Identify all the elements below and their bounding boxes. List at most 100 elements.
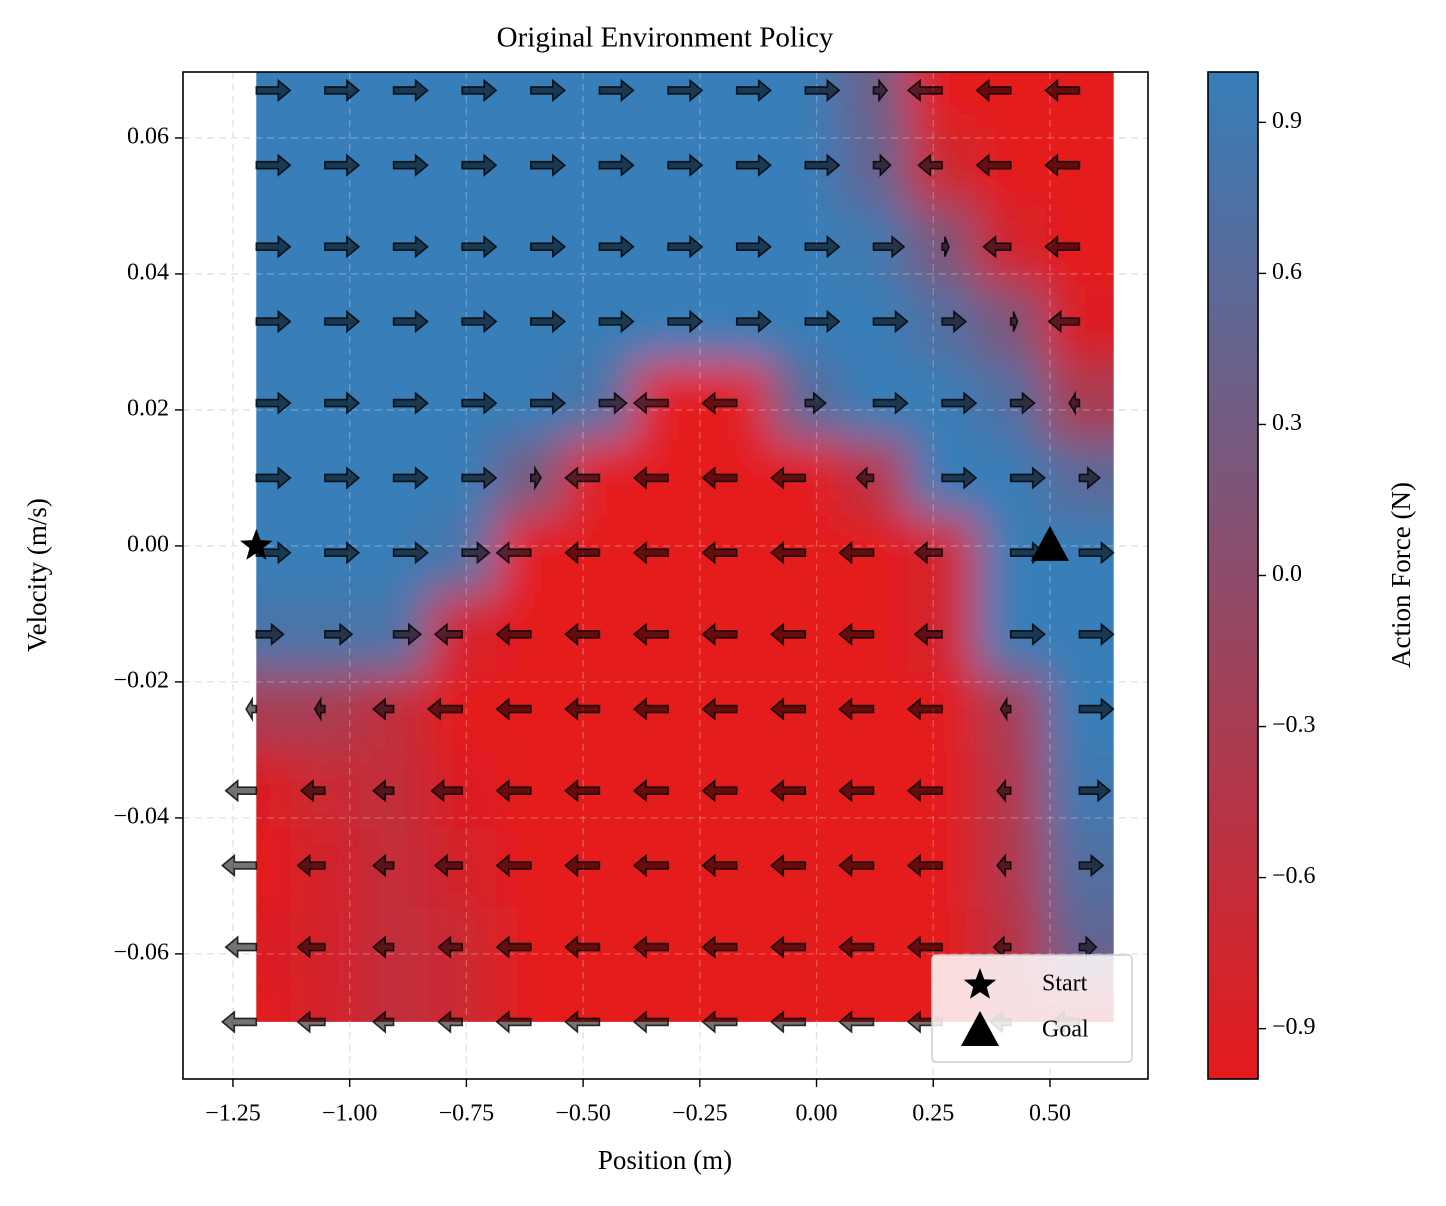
- arrow: [392, 153, 429, 177]
- arrow: [221, 1010, 258, 1034]
- arrow: [296, 853, 326, 878]
- y-axis-label: Velocity (m/s): [22, 498, 52, 652]
- arrow: [495, 1010, 532, 1034]
- arrow: [735, 309, 772, 334]
- contour-cell: [427, 984, 497, 1022]
- arrow: [838, 935, 875, 959]
- arrow: [324, 540, 361, 565]
- arrow: [245, 696, 258, 722]
- arrow: [437, 935, 464, 959]
- arrow: [296, 935, 326, 959]
- arrow: [996, 853, 1012, 878]
- x-tick-label: −0.75: [439, 1101, 495, 1127]
- arrow: [313, 696, 326, 722]
- arrow: [838, 697, 875, 721]
- arrow: [872, 234, 906, 259]
- arrow: [461, 153, 498, 177]
- arrow: [324, 466, 361, 490]
- arrow: [598, 234, 635, 259]
- arrow: [941, 466, 978, 490]
- arrow: [632, 935, 669, 959]
- arrow: [461, 234, 498, 259]
- legend: Start Goal: [931, 954, 1133, 1063]
- contour-cell: [256, 906, 292, 985]
- arrow: [255, 622, 285, 647]
- arrow: [224, 935, 258, 959]
- contour-cell: [359, 984, 429, 1022]
- arrow: [701, 853, 738, 878]
- y-tick-label: 0.00: [127, 531, 169, 557]
- arrow: [872, 78, 889, 103]
- arrow: [804, 78, 841, 103]
- arrow: [804, 309, 841, 334]
- arrow: [1078, 697, 1115, 721]
- arrow: [667, 78, 704, 103]
- y-tick-label: 0.06: [127, 123, 169, 149]
- arrow: [426, 697, 464, 721]
- colorbar: [1207, 71, 1259, 1080]
- arrow: [701, 622, 738, 647]
- arrow: [255, 309, 292, 334]
- colorbar-tick-label: −0.6: [1272, 863, 1316, 889]
- arrow: [598, 153, 635, 177]
- arrow: [299, 778, 326, 803]
- arrow: [529, 465, 542, 491]
- triangle-marker: [961, 1011, 999, 1046]
- arrow: [838, 622, 875, 647]
- arrow: [564, 697, 601, 721]
- arrow: [838, 853, 875, 878]
- arrow: [461, 78, 498, 103]
- arrow: [433, 853, 464, 878]
- colorbar-tick-label: 0.0: [1272, 561, 1302, 587]
- y-tick-label: 0.04: [127, 259, 169, 285]
- arrow: [667, 309, 704, 334]
- arrow: [996, 778, 1012, 803]
- arrow: [392, 234, 429, 259]
- contour-cell: [256, 749, 292, 829]
- arrow: [701, 935, 738, 959]
- markers: [240, 525, 1069, 561]
- arrow: [564, 778, 601, 803]
- colorbar-tick-label: 0.6: [1272, 259, 1302, 285]
- star-marker: [240, 528, 273, 560]
- y-tick-label: −0.06: [113, 939, 169, 965]
- arrow: [324, 309, 361, 334]
- arrow: [941, 309, 968, 334]
- arrow: [632, 622, 669, 647]
- arrow: [917, 153, 943, 177]
- arrow: [392, 540, 429, 565]
- arrow: [982, 234, 1012, 259]
- arrow: [804, 391, 827, 415]
- legend-label: Goal: [1042, 1017, 1089, 1043]
- x-axis-label: Position (m): [598, 1145, 732, 1175]
- arrow: [701, 466, 738, 490]
- arrow: [906, 78, 943, 103]
- arrow: [1044, 234, 1081, 259]
- arrow: [255, 78, 292, 103]
- x-tick-label: 0.50: [1029, 1101, 1071, 1127]
- arrow: [564, 1010, 601, 1034]
- arrow: [529, 78, 567, 103]
- arrow: [461, 540, 491, 565]
- x-tick-label: −0.25: [672, 1101, 728, 1127]
- arrow: [255, 234, 292, 259]
- arrow: [701, 540, 738, 565]
- contour-cell: [256, 671, 292, 751]
- colorbar-label: Action Force (N): [1386, 482, 1416, 668]
- arrow: [1078, 935, 1098, 960]
- arrow: [392, 78, 429, 103]
- arrow: [632, 697, 669, 721]
- arrow: [255, 540, 292, 565]
- arrow: [392, 466, 429, 490]
- arrow: [770, 1010, 807, 1034]
- arrow: [437, 1010, 464, 1034]
- arrow: [324, 234, 361, 259]
- arrow: [770, 540, 807, 565]
- x-tick-label: −1.00: [322, 1101, 378, 1127]
- arrow: [433, 622, 464, 647]
- arrow: [1078, 622, 1115, 647]
- arrow: [392, 622, 423, 647]
- arrow: [906, 697, 943, 721]
- arrow: [1047, 309, 1081, 334]
